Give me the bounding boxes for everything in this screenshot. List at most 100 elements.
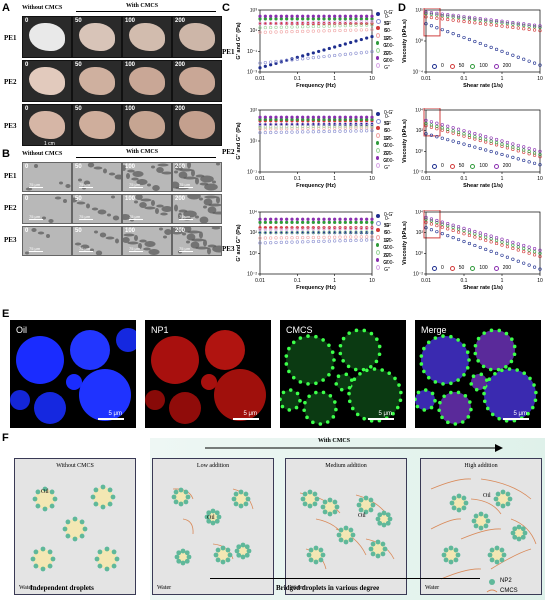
data-point: [322, 14, 326, 18]
data-point: [440, 17, 444, 21]
data-point: [301, 130, 305, 134]
green-particle: [474, 387, 479, 392]
legend-item: 0: [432, 63, 444, 70]
data-point: [301, 54, 305, 58]
x-tick-label: 10: [537, 278, 543, 284]
data-point: [285, 122, 289, 126]
legend-item: 0-G'': [376, 14, 395, 27]
np2-particle: [176, 558, 182, 564]
chart-legend: 0-G' 0-G'' 50-G' 50-G'' 100-G' 100-G'' 200-G' 2…: [376, 110, 395, 171]
legend-marker: [376, 33, 381, 39]
data-point: [429, 11, 434, 15]
legend-marker: [449, 164, 455, 170]
green-particle: [416, 390, 421, 395]
green-particle: [347, 386, 352, 390]
np2-particle: [79, 519, 85, 525]
np2-particle: [307, 489, 313, 495]
data-point: [435, 121, 439, 125]
data-point: [317, 126, 321, 130]
data-point: [269, 217, 273, 221]
data-point: [429, 228, 434, 232]
data-point: [322, 217, 326, 221]
green-particle: [393, 376, 397, 381]
y-tick-label: 10¹: [250, 139, 258, 145]
np2-particle: [52, 496, 58, 502]
photo-concentration: 50: [75, 106, 82, 112]
data-point: [349, 14, 353, 18]
panel-c-row-pe3: PE3: [222, 245, 235, 253]
data-point: [522, 158, 526, 162]
data-point: [290, 240, 294, 244]
data-point: [311, 126, 315, 130]
data-point: [295, 57, 299, 61]
data-point: [290, 230, 294, 235]
data-point: [446, 30, 450, 34]
data-point: [473, 235, 477, 239]
legend-item: 0: [432, 163, 444, 170]
data-point: [473, 17, 477, 22]
np2-particle: [49, 489, 55, 495]
data-point: [343, 235, 347, 239]
data-point: [269, 127, 273, 131]
np2-particle: [40, 546, 46, 552]
data-point: [311, 21, 315, 26]
data-point: [429, 219, 434, 223]
np2-particle: [302, 491, 308, 497]
data-point: [263, 115, 267, 119]
data-point: [478, 18, 482, 22]
green-particle: [468, 400, 472, 404]
data-point: [516, 23, 520, 27]
data-point: [424, 12, 428, 16]
water-label: Water: [425, 585, 440, 591]
data-point: [478, 136, 482, 140]
data-point: [322, 29, 326, 33]
data-point: [333, 227, 337, 231]
stage-drawing: [171, 487, 254, 566]
data-point: [505, 154, 510, 158]
np2-particle: [184, 550, 190, 556]
data-point: [285, 115, 289, 119]
data-point: [349, 28, 353, 32]
green-particle: [422, 369, 426, 374]
data-point: [301, 25, 305, 29]
np2-particle: [453, 557, 459, 563]
data-point: [343, 52, 347, 56]
data-point: [263, 231, 267, 235]
data-point: [322, 235, 326, 239]
micro-concentration: 50: [75, 164, 82, 170]
data-point: [456, 14, 461, 18]
photo-concentration: 0: [25, 62, 29, 68]
data-point: [359, 227, 363, 231]
water-label: Water: [290, 585, 305, 591]
photo-concentration: 0: [25, 106, 29, 112]
micro-concentration: 200: [175, 196, 186, 202]
stage-medium-addition: Medium addition Oil Water: [285, 458, 407, 595]
data-point: [467, 228, 472, 232]
data-point: [301, 227, 305, 231]
data-point: [290, 58, 294, 62]
np2-particle: [236, 544, 242, 550]
modulus-chart: 0.01 0.1 1 10 10⁻¹ 10¹ 10² Frequency (Hz) G' and…: [234, 108, 394, 197]
data-point: [370, 34, 374, 39]
green-particle: [441, 334, 445, 338]
green-particle: [353, 367, 358, 372]
green-particle: [522, 371, 527, 376]
x-tick-label: 10: [369, 76, 375, 82]
green-particle: [467, 358, 471, 362]
green-particle: [321, 378, 325, 382]
data-point: [505, 239, 510, 243]
np2-particle: [507, 496, 513, 502]
chart-legend: 0 50 100 200: [432, 265, 511, 272]
np2-particle: [47, 563, 53, 569]
chart-svg: 0.01 0.1 1 10 10⁻³ 10⁻¹ 10¹ 10³ Frequency (Hz) G'…: [236, 8, 375, 90]
data-point: [429, 123, 434, 127]
data-point: [295, 25, 299, 29]
data-point: [258, 227, 262, 232]
data-point: [489, 249, 493, 253]
cmcs-chain: [440, 568, 482, 580]
data-point: [274, 14, 278, 18]
green-particle: [338, 351, 343, 356]
data-point: [467, 130, 472, 134]
data-point: [365, 14, 369, 18]
data-point: [365, 28, 369, 32]
